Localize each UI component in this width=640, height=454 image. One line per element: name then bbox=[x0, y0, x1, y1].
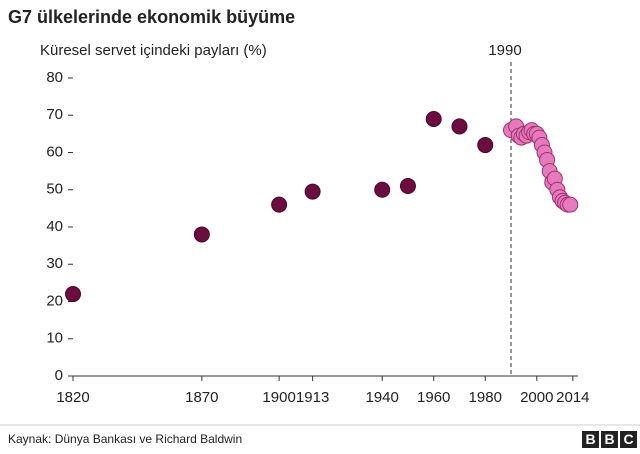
point bbox=[193, 226, 210, 243]
x-tick-label: 1913 bbox=[296, 389, 329, 406]
x-tick-label: 2000 bbox=[520, 389, 553, 406]
y-axis-label: Küresel servet içindeki payları (%) bbox=[40, 42, 267, 59]
source: Kaynak: Dünya Bankası ve Richard Baldwin bbox=[8, 432, 242, 446]
point bbox=[304, 183, 321, 200]
x-tick-label: 1960 bbox=[417, 389, 450, 406]
logo-letter: C bbox=[623, 431, 633, 447]
point bbox=[477, 137, 494, 154]
point bbox=[399, 178, 416, 195]
y-tick-label: 0 bbox=[55, 367, 63, 384]
x-tick-label: 1940 bbox=[365, 389, 398, 406]
y-tick-label: 60 bbox=[46, 143, 63, 160]
logo-box bbox=[582, 431, 599, 448]
point bbox=[562, 196, 579, 213]
point bbox=[451, 118, 468, 135]
y-tick-label: 40 bbox=[46, 218, 63, 235]
x-tick-label: 2014 bbox=[556, 389, 589, 406]
y-tick-label: 70 bbox=[46, 106, 63, 123]
y-tick-label: 50 bbox=[46, 181, 63, 198]
x-tick-label: 1900 bbox=[262, 389, 295, 406]
logo-box bbox=[620, 431, 637, 448]
y-tick-label: 80 bbox=[46, 69, 63, 86]
point bbox=[271, 196, 288, 213]
annotation-label: 1990 bbox=[488, 42, 521, 59]
y-tick-label: 10 bbox=[46, 330, 63, 347]
y-tick-label: 30 bbox=[46, 255, 63, 272]
point bbox=[65, 286, 81, 303]
point bbox=[425, 110, 442, 127]
chart-title: G7 ülkelerinde ekonomik büyüme bbox=[8, 7, 295, 27]
x-tick-label: 1870 bbox=[185, 389, 218, 406]
logo-letter: B bbox=[604, 431, 614, 447]
logo-letter: B bbox=[585, 431, 595, 447]
y-tick-label: 20 bbox=[46, 292, 63, 309]
x-tick-label: 1820 bbox=[56, 389, 89, 406]
logo-box bbox=[601, 431, 618, 448]
x-tick-label: 1980 bbox=[469, 389, 502, 406]
point bbox=[374, 181, 391, 198]
